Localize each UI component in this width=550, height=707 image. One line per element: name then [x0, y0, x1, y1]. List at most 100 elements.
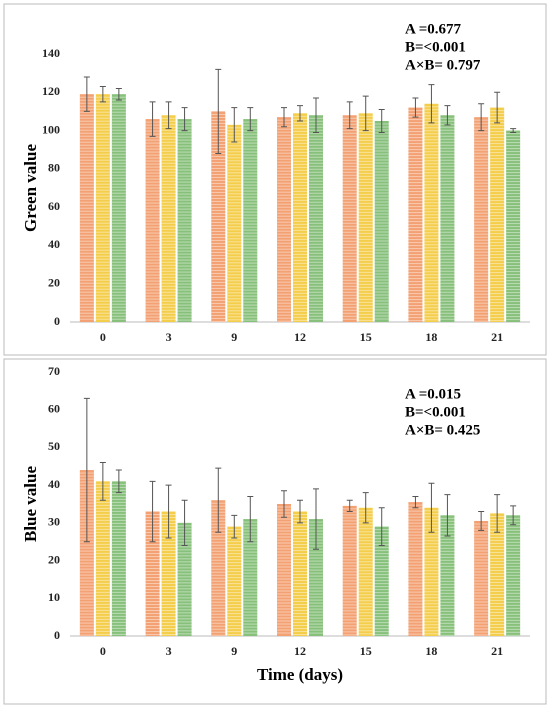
- x-tick-label: 12: [294, 644, 306, 658]
- error-bar: [247, 107, 254, 132]
- y-tick-label: 60: [48, 401, 60, 415]
- error-bar: [313, 97, 319, 133]
- bar: [358, 113, 373, 322]
- error-bar: [231, 107, 238, 143]
- error-bar: [297, 499, 303, 524]
- error-bar: [99, 86, 106, 103]
- bar: [243, 119, 258, 322]
- y-tick-label: 0: [54, 314, 60, 328]
- panel-border: [3, 3, 547, 356]
- error-bar: [494, 494, 501, 533]
- bar: [277, 504, 291, 636]
- error-bar: [510, 128, 517, 133]
- error-bar: [478, 103, 485, 132]
- panel-border: [3, 358, 547, 705]
- bar: [293, 511, 307, 636]
- annotation: A×B= 0.425: [405, 422, 480, 438]
- error-bar: [83, 76, 90, 112]
- error-bar: [412, 97, 419, 118]
- error-bar: [444, 494, 451, 537]
- y-axis-label: Blue value: [21, 466, 40, 542]
- error-bar: [281, 490, 287, 518]
- error-bar: [115, 87, 122, 101]
- error-bar: [181, 499, 188, 546]
- bar: [309, 115, 323, 322]
- error-bar: [215, 68, 222, 155]
- y-tick-label: 40: [48, 237, 60, 251]
- y-tick-label: 60: [48, 199, 60, 213]
- annotation: B=<0.001: [405, 39, 466, 55]
- bar: [177, 119, 192, 322]
- annotation: A×B= 0.797: [405, 57, 481, 73]
- error-bar: [297, 105, 303, 122]
- error-bar: [428, 482, 435, 533]
- error-bar: [247, 495, 254, 543]
- y-tick-label: 80: [48, 161, 60, 175]
- error-bar: [281, 107, 287, 128]
- bar: [440, 515, 455, 636]
- bar: [424, 103, 439, 323]
- bar: [211, 111, 226, 322]
- x-tick-label: 9: [231, 644, 237, 658]
- bar: [111, 94, 126, 322]
- bar: [161, 115, 176, 322]
- error-bar: [428, 84, 435, 124]
- error-bar: [149, 480, 156, 543]
- error-bar: [362, 95, 369, 132]
- bar: [506, 515, 521, 636]
- error-bar: [231, 514, 238, 539]
- x-tick-label: 3: [166, 330, 172, 344]
- x-tick-label: 21: [491, 644, 503, 658]
- x-tick-label: 18: [425, 644, 437, 658]
- error-bar: [412, 495, 419, 509]
- x-tick-label: 12: [294, 330, 306, 344]
- x-tick-label: 3: [166, 644, 172, 658]
- bar: [177, 522, 192, 636]
- x-tick-label: 15: [360, 644, 372, 658]
- y-tick-label: 30: [48, 515, 60, 529]
- bar: [474, 117, 489, 323]
- annotation: A =0.015: [405, 386, 461, 402]
- x-tick-label: 15: [360, 330, 372, 344]
- y-tick-label: 40: [48, 477, 60, 491]
- error-bar: [115, 469, 122, 494]
- x-tick-label: 9: [231, 330, 237, 344]
- error-bar: [99, 462, 106, 501]
- y-tick-label: 0: [54, 628, 60, 642]
- bar: [79, 470, 94, 636]
- error-bar: [494, 91, 501, 124]
- annotation: B=<0.001: [405, 404, 466, 420]
- y-tick-label: 20: [48, 552, 60, 566]
- y-tick-label: 50: [48, 439, 60, 453]
- bar: [293, 113, 307, 322]
- error-bar: [313, 488, 319, 550]
- bar: [408, 502, 423, 636]
- error-bar: [362, 492, 369, 524]
- x-tick-label: 0: [100, 644, 106, 658]
- bar: [145, 511, 160, 636]
- error-bar: [181, 107, 188, 132]
- bar: [474, 520, 489, 636]
- error-bar: [149, 101, 156, 137]
- bar: [358, 507, 373, 636]
- y-tick-label: 100: [42, 122, 60, 136]
- x-axis-label: Time (days): [257, 665, 343, 684]
- bar: [95, 481, 110, 636]
- bar: [424, 507, 439, 636]
- bar: [227, 526, 242, 636]
- bar: [79, 94, 94, 322]
- error-bar: [444, 105, 451, 126]
- bar: [161, 511, 176, 636]
- error-bar: [346, 101, 353, 130]
- y-tick-label: 10: [48, 590, 60, 604]
- x-tick-label: 18: [425, 330, 437, 344]
- bar: [227, 124, 242, 322]
- bar: [374, 121, 389, 322]
- error-bar: [378, 507, 385, 546]
- x-tick-label: 21: [491, 330, 503, 344]
- error-bar: [478, 511, 485, 531]
- bar: [506, 130, 521, 322]
- y-tick-label: 70: [48, 364, 60, 378]
- error-bar: [83, 397, 90, 543]
